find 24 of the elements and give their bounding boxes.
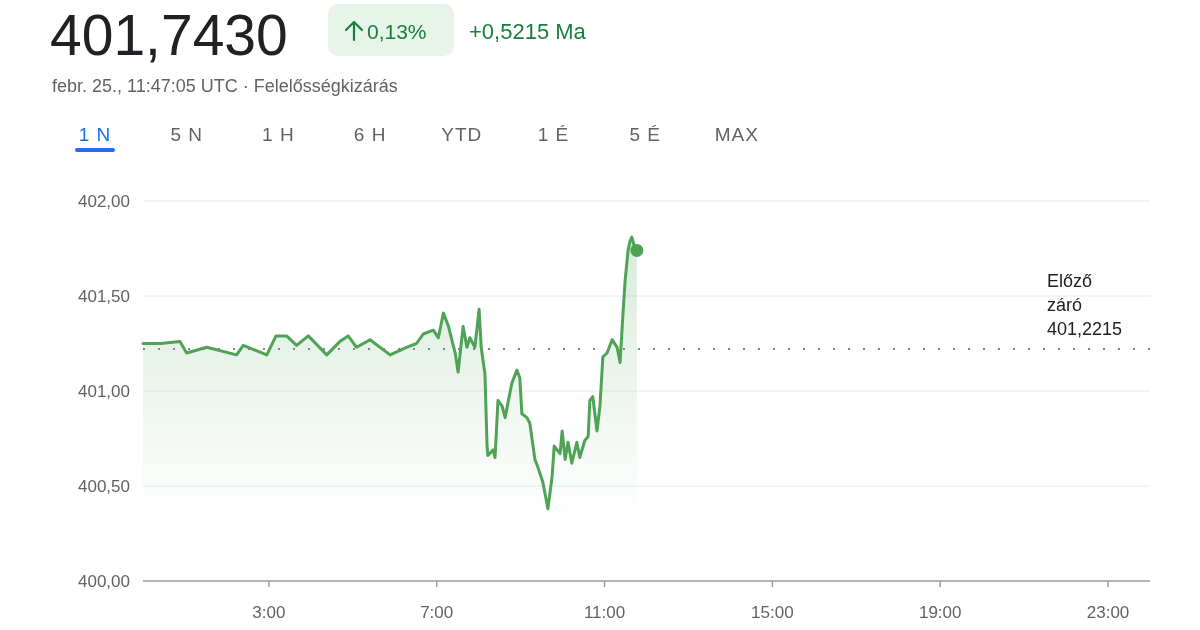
text: 1 N	[78, 124, 112, 145]
y-tick-label: 401,50	[78, 286, 130, 306]
y-tick-label: 400,00	[78, 571, 130, 591]
text: 1 H	[262, 124, 295, 145]
text: YTD	[441, 124, 483, 145]
y-tick-label: 400,50	[78, 476, 130, 496]
text: +0,5215 Ma	[469, 19, 587, 44]
text: 0,13%	[367, 20, 427, 43]
text: 6 H	[353, 124, 387, 145]
y-tick-label: 401,00	[78, 381, 130, 401]
y-tick-label: 402,00	[78, 191, 130, 211]
x-tick-label: 15:00	[751, 603, 794, 622]
text: 1 É	[537, 124, 570, 145]
chart-subtitle: febr. 25., 11:47:05 UTC · Felelősségkizárás	[52, 76, 398, 96]
text: 5 N	[170, 124, 203, 145]
x-tick-label: 11:00	[583, 603, 626, 622]
chart-title: 401,7430	[50, 3, 288, 67]
ref-line-label: Előző záró 401,2215	[1047, 270, 1123, 339]
text: MAX	[714, 124, 759, 145]
x-tick-label: 23:00	[1086, 603, 1130, 622]
text: 5 É	[629, 124, 661, 145]
x-tick-label: 7:00	[420, 603, 454, 622]
x-tick-label: 19:00	[918, 603, 962, 622]
x-tick-label: 3:00	[252, 603, 286, 622]
